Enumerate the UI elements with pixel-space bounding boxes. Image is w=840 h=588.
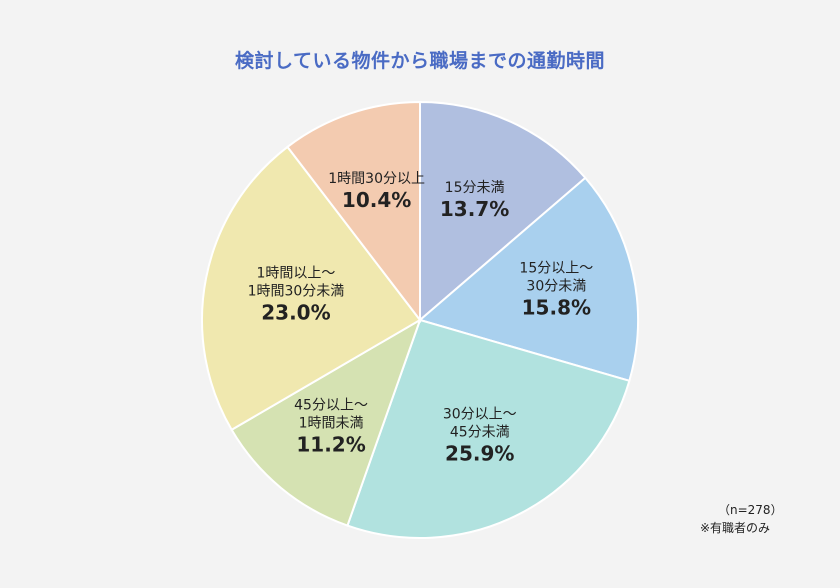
slice-label-2-line-2: 30分未満 [526,278,586,294]
slice-value-3: 25.9% [445,441,514,465]
slice-label-6-line-1: 1時間30分以上 [328,171,425,187]
pie-slice-1 [419,100,587,323]
slice-label-5-line-1: 1時間以上～ [256,266,335,282]
slice-label-2-line-1: 15分以上～ [519,260,593,276]
footnote: ※有職者のみ [700,521,771,535]
sample-size: （n=278） [718,503,783,517]
slice-value-4: 11.2% [296,433,365,457]
pie-slice-3 [346,318,631,539]
slice-label-1-line-1: 15分未満 [445,180,505,196]
chart-title: 検討している物件から職場までの通勤時間 [235,50,605,72]
pie-slice-2 [417,176,639,383]
slice-label-4-line-2: 1時間未満 [299,416,364,432]
slice-label-3-line-2: 45分未満 [450,424,510,440]
pie-slice-6 [286,100,421,323]
slice-label-3-line-1: 30分以上～ [443,406,517,422]
slice-value-2: 15.8% [522,295,591,319]
slice-label-5-line-2: 1時間30分未満 [248,284,345,300]
slice-value-6: 10.4% [342,188,411,212]
chart-note: （n=278） ※有職者のみ [700,501,783,537]
slice-label-4-line-1: 45分以上～ [294,398,368,414]
pie-slice-5 [201,145,422,432]
pie-slice-4 [230,317,422,527]
slice-value-1: 13.7% [440,197,509,221]
slice-value-5: 23.0% [261,301,330,325]
